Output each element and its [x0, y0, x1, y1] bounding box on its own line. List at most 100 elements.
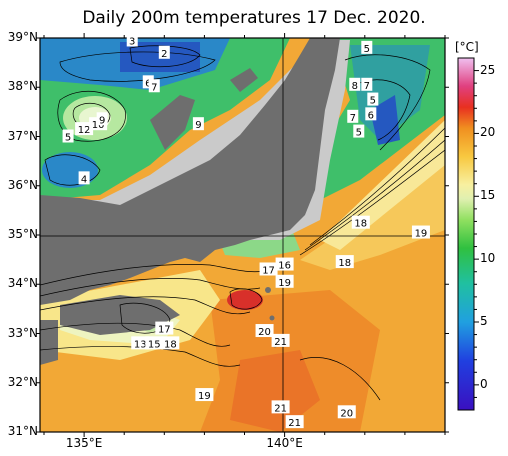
contour-label-box — [142, 75, 154, 89]
latitude-label: 35°N — [7, 227, 38, 241]
contour-label: 6 — [145, 78, 151, 89]
colorbar-label: 10 — [480, 251, 496, 266]
land-sado — [230, 68, 258, 92]
contour-label: 15 — [148, 339, 161, 350]
colorbar — [457, 57, 475, 411]
contour-label-box — [335, 255, 354, 269]
land-izu-island — [265, 287, 271, 293]
contour-label-box — [255, 324, 274, 338]
contour-label-box — [349, 77, 361, 91]
contour-label: 5 — [364, 44, 370, 55]
contour-label: 13 — [134, 339, 147, 350]
contour-label: 3 — [129, 36, 135, 47]
contour-label-box — [411, 225, 430, 239]
contour-label-box — [161, 336, 180, 350]
land-izu-island — [269, 315, 275, 321]
contour-label-box — [347, 109, 359, 123]
land-kyushu — [40, 320, 58, 365]
sea-front-mild — [320, 120, 445, 250]
contour-label: 7 — [364, 81, 370, 92]
contour-label: 18 — [164, 339, 177, 350]
contour-label: 21 — [288, 418, 301, 429]
contour-label: 21 — [274, 337, 287, 348]
contour-label-box — [259, 262, 278, 276]
latitude-label: 37°N — [7, 128, 38, 143]
contour-label-box — [155, 321, 174, 335]
contour-label-box — [271, 333, 290, 347]
contour-label: 5 — [356, 128, 362, 139]
contour-label-box — [192, 117, 204, 131]
contour-label: 9 — [195, 120, 201, 131]
contour-label: 9 — [99, 115, 105, 126]
contour-label-box — [275, 274, 294, 288]
contour-label: 7 — [151, 82, 157, 93]
contour-label: 5 — [370, 96, 376, 107]
contour-label-box — [361, 40, 373, 54]
contour-label: 4 — [81, 174, 87, 185]
axis-ticks — [36, 33, 449, 437]
sea-red-eddy — [227, 290, 263, 310]
colorbar-label: 20 — [480, 125, 496, 140]
contour-label: 16 — [278, 261, 291, 272]
contour-label-box — [365, 107, 377, 121]
contour-label-box — [78, 171, 90, 185]
latitude-label: 33°N — [7, 325, 38, 340]
colorbar-label: 15 — [480, 188, 496, 203]
contour-label-box — [353, 124, 365, 138]
contour-label-box — [271, 400, 290, 414]
contour-label: 20 — [258, 327, 271, 338]
contour-label: 20 — [340, 408, 353, 419]
contour-label: 17 — [158, 325, 171, 336]
latitude-label: 39°N — [7, 30, 38, 44]
land-noto — [150, 95, 195, 150]
contour-label: 12 — [78, 125, 91, 136]
contour-label: 7 — [350, 113, 356, 124]
contour-label-box — [195, 388, 214, 402]
contour-label-box — [126, 33, 138, 47]
contour-label-box — [275, 257, 294, 271]
longitude-label: 140°E — [266, 436, 303, 450]
longitude-label: 135°E — [65, 436, 103, 450]
contour-label: 17 — [262, 265, 275, 276]
contour-label: 18 — [354, 219, 367, 230]
contour-label-box — [351, 215, 370, 229]
contour-label: 2 — [161, 49, 167, 60]
contour-label-box — [75, 122, 94, 136]
contour-label-box — [285, 415, 304, 429]
contour-label: 18 — [338, 258, 351, 269]
contour-label-box — [145, 336, 164, 350]
contour-label-box — [158, 45, 170, 59]
contour-label: 8 — [352, 81, 358, 92]
latitude-label: 38°N — [7, 79, 38, 94]
contour-label-box — [131, 336, 150, 350]
contour-label-box — [337, 405, 356, 419]
contour-label-box — [361, 77, 373, 91]
latitude-label: 36°N — [7, 177, 38, 192]
contour-label-box — [62, 129, 74, 143]
contour-label: 10 — [92, 120, 105, 131]
colorbar-ticks — [474, 70, 479, 398]
contour-label: 21 — [274, 403, 287, 414]
sea-hot-core — [230, 350, 320, 432]
map-title: Daily 200m temperatures 17 Dec. 2020. — [82, 8, 426, 28]
contour-lines — [40, 45, 445, 401]
graticule — [40, 38, 445, 432]
contour-label: 19 — [198, 391, 211, 402]
map-field — [40, 38, 445, 432]
latitude-label: 32°N — [7, 374, 38, 389]
latitude-label: 31°N — [7, 424, 38, 438]
latitude-label: 34°N — [7, 276, 38, 291]
contour-label: 19 — [278, 278, 291, 289]
contour-label: 19 — [415, 229, 428, 240]
contour-label-box — [96, 112, 108, 126]
colorbar-label: 25 — [480, 62, 496, 77]
colorbar-label: 0 — [480, 376, 488, 391]
contour-label-box — [367, 92, 379, 106]
contour-label: 5 — [65, 133, 71, 144]
sea-oyashio-cold — [370, 95, 400, 145]
contour-label-box — [148, 79, 160, 93]
contour-label: 6 — [368, 110, 374, 121]
colorbar-unit: [°C] — [455, 40, 479, 54]
